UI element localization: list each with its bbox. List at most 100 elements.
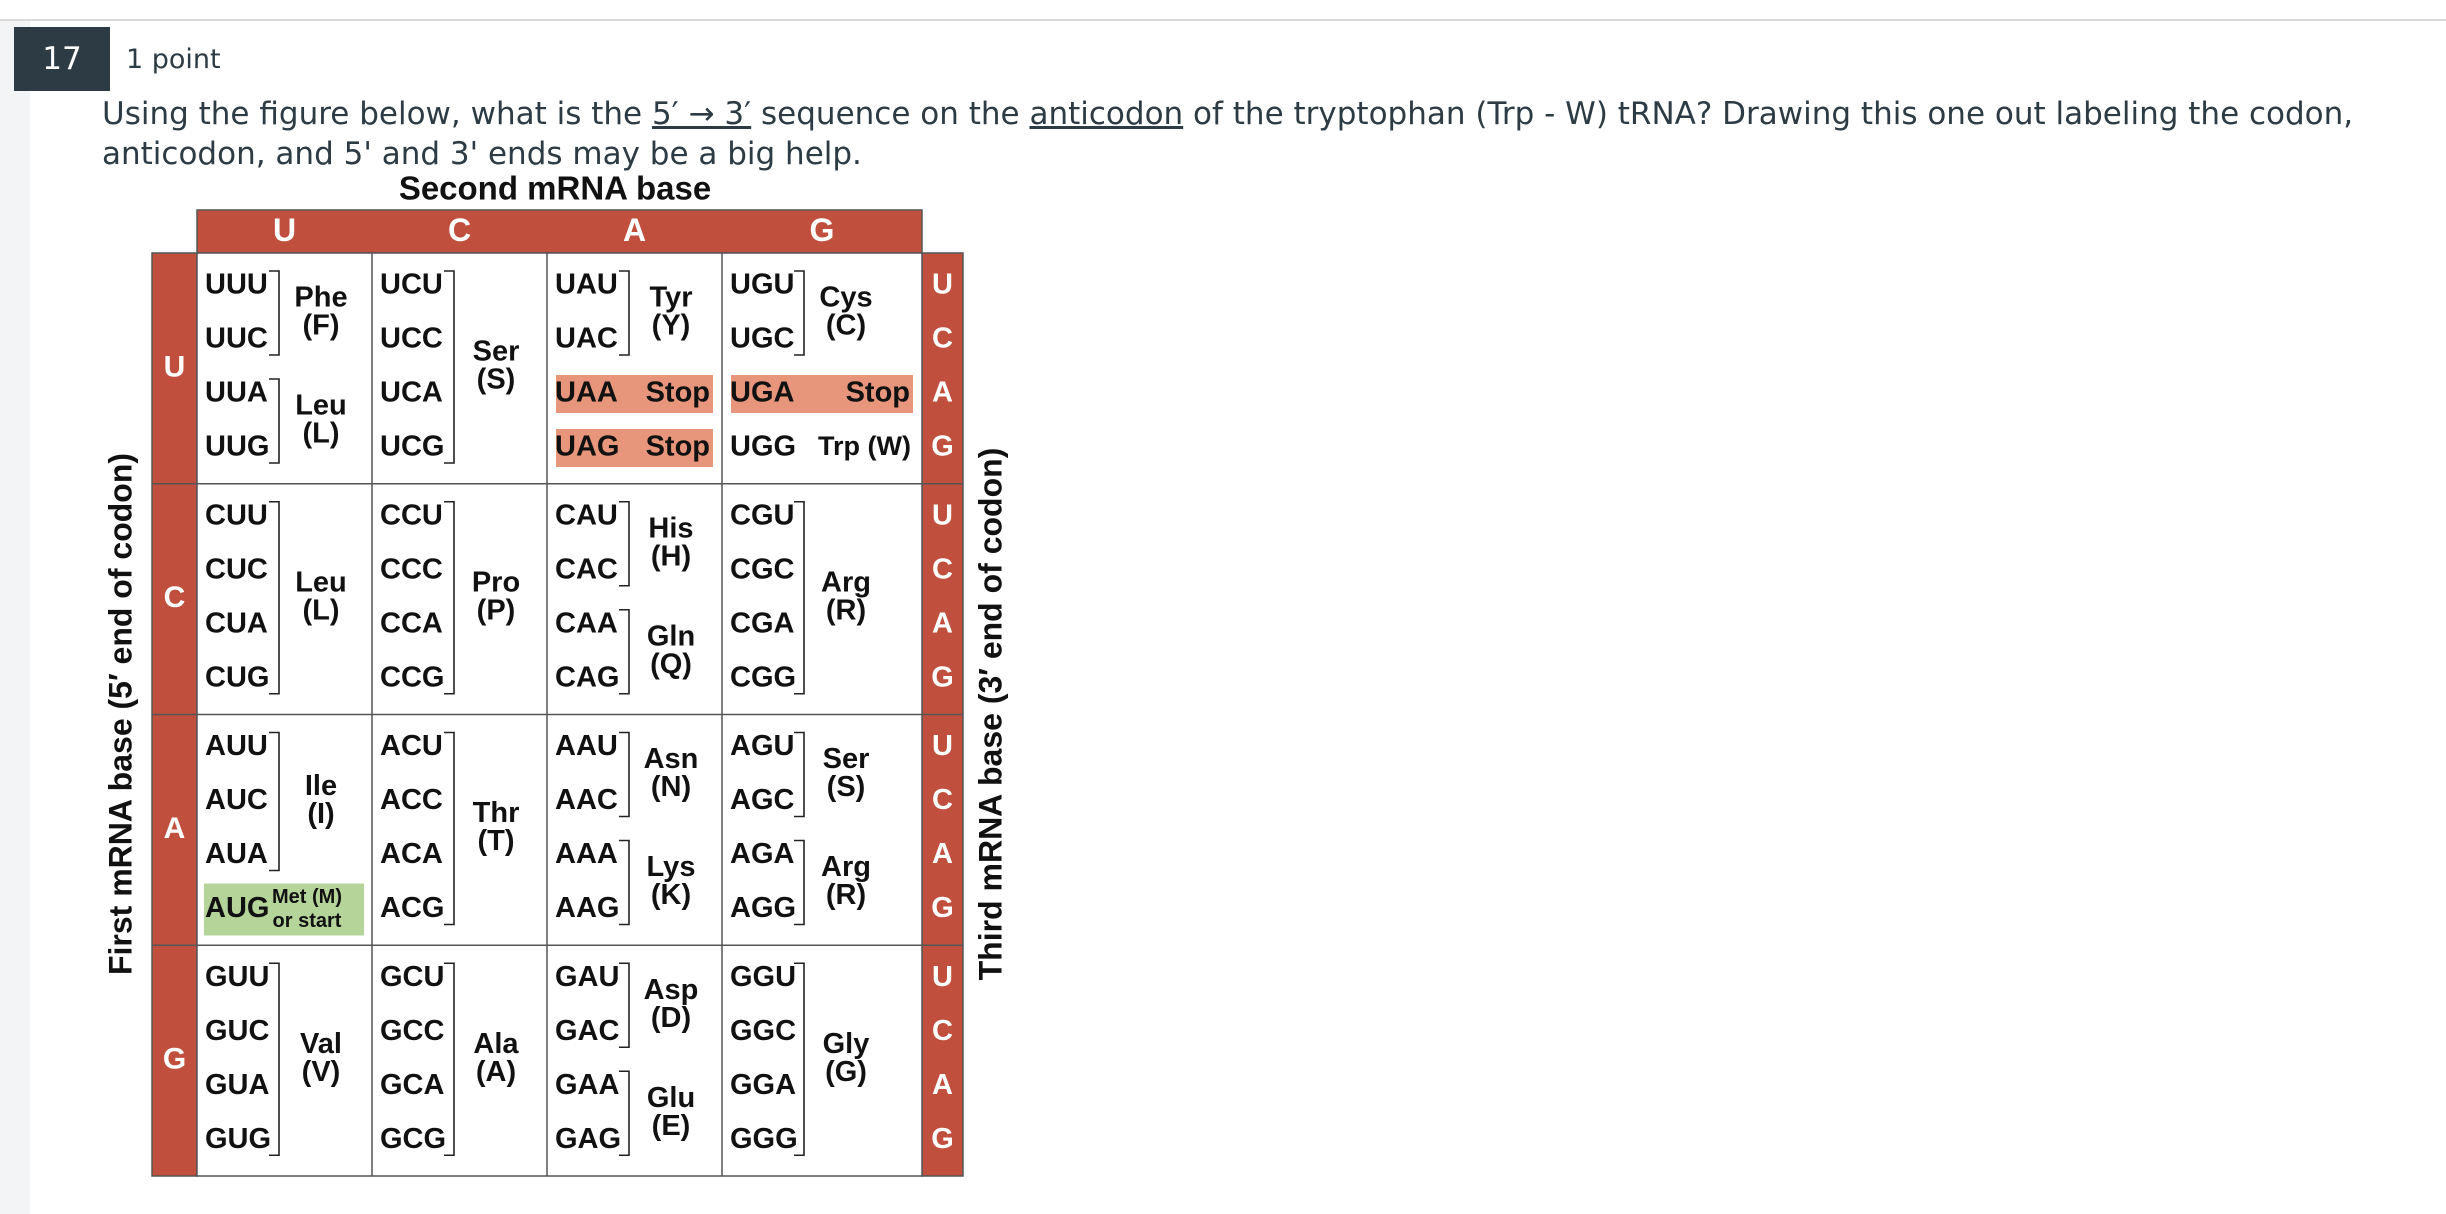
codon: AUA	[205, 838, 268, 870]
codon: GAG	[555, 1123, 621, 1155]
third-base-label: U	[932, 269, 953, 301]
amino-acid-name: Leu	[295, 390, 347, 422]
amino-acid-code: (Y)	[652, 310, 691, 342]
codon: AGG	[730, 892, 796, 924]
stop-highlight	[556, 375, 713, 413]
codon: UUA	[205, 377, 268, 409]
codon: CCC	[380, 553, 443, 585]
codon: GCC	[380, 1015, 445, 1047]
amino-acid-name: Ala	[473, 1028, 519, 1060]
stop-highlight	[556, 429, 713, 467]
codon-bracket	[794, 731, 805, 818]
third-base-label: C	[932, 784, 953, 816]
amino-acid-code: (T)	[477, 825, 514, 857]
codon-bracket	[619, 608, 630, 695]
amino-acid-name: Glu	[647, 1082, 695, 1114]
second-base-label: A	[623, 212, 646, 248]
codon: AAG	[555, 892, 619, 924]
codon: AAU	[555, 730, 618, 762]
question-points: 1 point	[126, 44, 221, 75]
amino-acid-name: Cys	[819, 282, 872, 314]
second-base-label: G	[810, 212, 835, 248]
third-base-label: A	[932, 838, 953, 870]
question-anticodon: anticodon	[1029, 96, 1184, 132]
codon: AUG	[205, 892, 269, 924]
codon-bracket	[444, 731, 455, 926]
codon-bracket	[269, 962, 280, 1157]
amino-acid-name: Asn	[644, 743, 699, 775]
left-axis-label: First mRNA base (5′ end of codon)	[102, 453, 138, 975]
single-amino-acid: Trp (W)	[818, 431, 911, 461]
question-text-middle: sequence on the	[751, 96, 1030, 132]
first-base-label: G	[163, 1043, 186, 1076]
amino-acid-code: (A)	[476, 1056, 516, 1088]
amino-acid-code: (G)	[825, 1056, 867, 1088]
third-base-label: U	[932, 499, 953, 531]
second-base-header	[196, 209, 923, 254]
third-base-label: G	[931, 892, 954, 924]
first-base-label: U	[164, 350, 186, 383]
codon: CGC	[730, 553, 795, 585]
amino-acid-name: Arg	[821, 851, 871, 883]
stop-highlight	[731, 375, 913, 413]
codon: UCU	[380, 269, 443, 301]
codon-bracket	[794, 839, 805, 926]
codon-bracket	[619, 962, 630, 1049]
amino-acid-code: (S)	[827, 771, 866, 803]
start-label-line1: Met (M)	[272, 886, 342, 908]
amino-acid-code: (F)	[302, 310, 339, 342]
codon-bracket	[269, 731, 280, 872]
amino-acid-name: Ile	[305, 770, 337, 802]
amino-acid-code: (I)	[307, 798, 334, 830]
codon: GGC	[730, 1015, 796, 1047]
amino-acid-code: (C)	[826, 310, 866, 342]
codon: GUU	[205, 961, 269, 993]
codon: GCA	[380, 1069, 445, 1101]
amino-acid-code: (H)	[651, 540, 691, 572]
codon: AAC	[555, 784, 618, 816]
top-divider	[0, 0, 2446, 21]
codon: UUU	[205, 269, 268, 301]
amino-acid-name: Ser	[473, 336, 520, 368]
codon-bracket	[619, 500, 630, 587]
codon-bracket	[794, 962, 805, 1157]
left-gutter	[0, 21, 30, 1214]
amino-acid-name: Tyr	[650, 282, 693, 314]
codon: GCU	[380, 961, 444, 993]
codon: CUA	[205, 607, 268, 639]
codon: UGC	[730, 323, 795, 355]
stop-label: Stop	[646, 431, 710, 463]
amino-acid-code: (Q)	[650, 648, 692, 680]
amino-acid-code: (E)	[652, 1110, 691, 1142]
question-number: 17	[14, 27, 110, 91]
codon: ACG	[380, 892, 444, 924]
right-axis-label: Third mRNA base (3′ end of codon)	[972, 448, 1008, 981]
stop-label: Stop	[846, 377, 910, 409]
amino-acid-name: Arg	[821, 566, 871, 598]
codon: CUC	[205, 553, 268, 585]
amino-acid-name: Lys	[647, 851, 696, 883]
codon: UAU	[555, 269, 618, 301]
codon-bracket	[444, 500, 455, 695]
amino-acid-code: (V)	[302, 1056, 341, 1088]
codon-bracket	[269, 500, 280, 695]
codon: UCA	[380, 377, 443, 409]
stop-label: Stop	[646, 377, 710, 409]
amino-acid-code: (S)	[477, 364, 516, 396]
amino-acid-name: Thr	[473, 797, 520, 829]
codon: AGA	[730, 838, 795, 870]
codon: UCG	[380, 431, 444, 463]
codon: UAC	[555, 323, 618, 355]
amino-acid-name: Leu	[295, 566, 347, 598]
codon: CCG	[380, 661, 444, 693]
third-base-label: G	[931, 661, 954, 693]
amino-acid-code: (R)	[826, 594, 866, 626]
amino-acid-name: Phe	[294, 282, 347, 314]
codon: CCU	[380, 499, 443, 531]
codon: GAU	[555, 961, 619, 993]
codon: UUC	[205, 323, 268, 355]
codon: CAG	[555, 661, 619, 693]
amino-acid-code: (P)	[477, 594, 516, 626]
second-base-label: U	[273, 212, 296, 248]
